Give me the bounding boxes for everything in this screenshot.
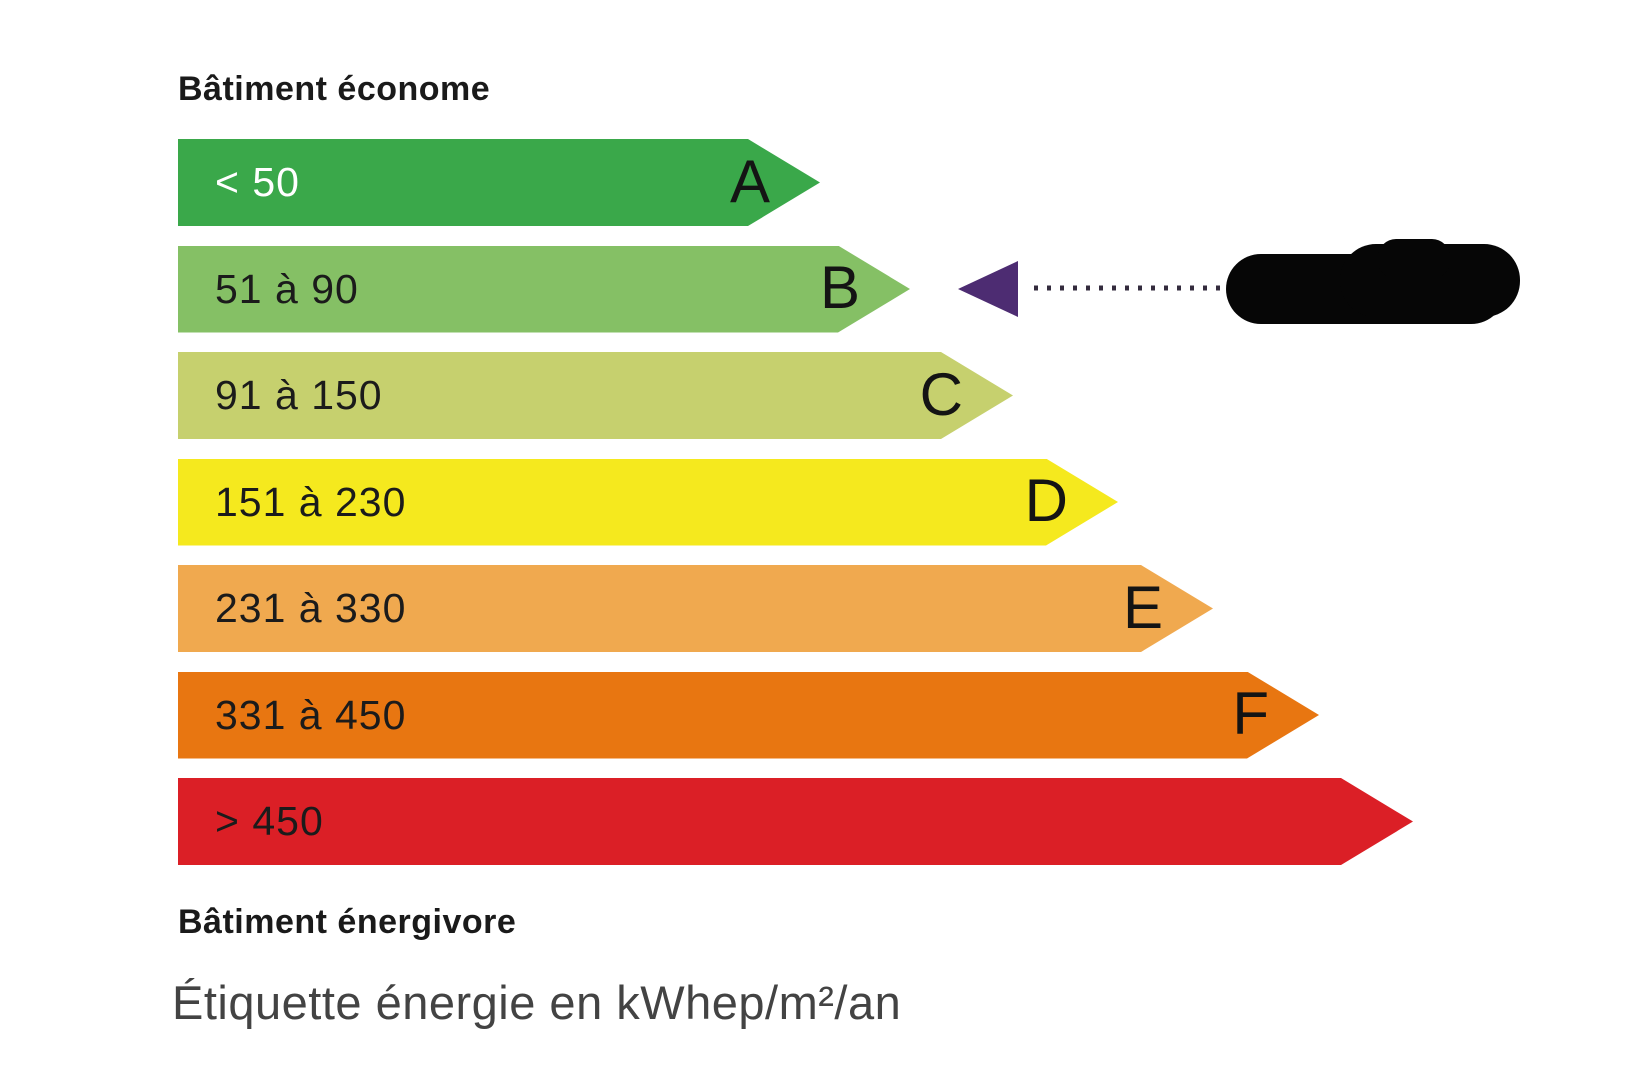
energy-class-bar: 151 à 230 D [178,459,1118,546]
energy-class-bar: 91 à 150 C [178,352,1013,439]
energy-class-bar: < 50 A [178,139,820,226]
energy-range-label: > 450 [215,798,324,844]
energy-class-letter: D [1024,466,1068,534]
energy-class-row: 51 à 90 B [178,246,1413,333]
energy-class-letter: F [1232,679,1269,747]
energy-class-bar: > 450 [178,778,1413,865]
energy-range-label: 331 à 450 [215,691,407,738]
energy-class-bar: 51 à 90 B [178,246,910,333]
energy-class-row: 151 à 230 D [178,459,1413,546]
energy-range-label: 91 à 150 [215,372,383,418]
energy-class-bars: < 50 A 51 à 90 B 91 à 150 C 151 à 230 D [178,139,1413,885]
energy-class-letter: E [1122,573,1163,641]
energy-class-row: 231 à 330 E [178,565,1413,652]
energy-label-caption: Étiquette énergie en kWhep/m²/an [172,976,902,1029]
energy-class-letter: A [729,147,770,215]
energy-class-row: > 450 [178,778,1413,865]
energy-range-label: 231 à 330 [215,585,407,631]
energy-class-bar: 231 à 330 E [178,565,1213,652]
energy-range-label: 51 à 90 [215,265,359,312]
scale-top-label: Bâtiment économe [178,70,491,108]
scale-bottom-label: Bâtiment énergivore [178,903,517,941]
energy-class-row: < 50 A [178,139,1413,226]
energy-range-label: < 50 [215,159,300,205]
energy-class-letter: C [919,360,963,428]
energy-class-row: 91 à 150 C [178,352,1413,439]
energy-class-letter: B [819,253,860,321]
energy-class-bar: 331 à 450 F [178,672,1319,759]
energy-class-row: 331 à 450 F [178,672,1413,759]
energy-range-label: 151 à 230 [215,478,407,525]
